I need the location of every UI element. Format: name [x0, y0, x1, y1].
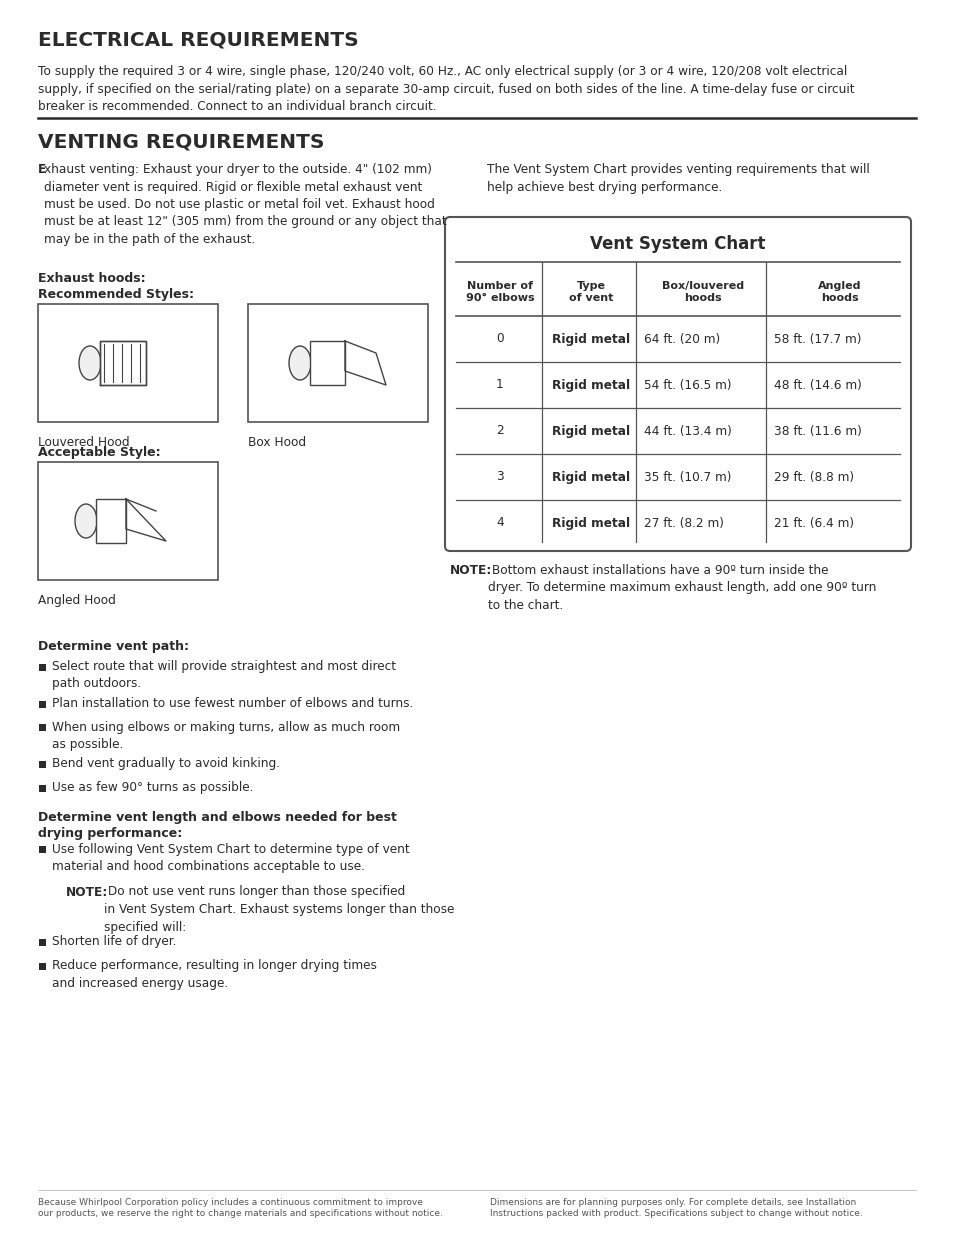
Ellipse shape [289, 346, 311, 380]
Bar [39, 962, 46, 969]
Text: Recommended Styles:: Recommended Styles: [38, 288, 193, 301]
Text: Number of
90° elbows: Number of 90° elbows [465, 280, 534, 304]
Text: Box Hood: Box Hood [248, 436, 306, 450]
Text: Angled
hoods: Angled hoods [818, 280, 861, 304]
Text: 44 ft. (13.4 m): 44 ft. (13.4 m) [643, 425, 731, 437]
Text: Rigid metal: Rigid metal [552, 378, 629, 391]
Text: VENTING REQUIREMENTS: VENTING REQUIREMENTS [38, 132, 324, 151]
Text: ELECTRICAL REQUIREMENTS: ELECTRICAL REQUIREMENTS [38, 30, 358, 49]
Bar [39, 846, 46, 853]
Text: Determine vent path:: Determine vent path: [38, 640, 189, 653]
Text: Because Whirlpool Corporation policy includes a continuous commitment to improve: Because Whirlpool Corporation policy inc… [38, 1198, 442, 1219]
Text: When using elbows or making turns, allow as much room
as possible.: When using elbows or making turns, allow… [52, 720, 399, 751]
Text: Use as few 90° turns as possible.: Use as few 90° turns as possible. [52, 781, 253, 794]
Ellipse shape [79, 346, 101, 380]
Text: Vent System Chart: Vent System Chart [590, 235, 765, 253]
Bar [248, 304, 428, 422]
Text: Rigid metal: Rigid metal [552, 332, 629, 346]
Text: xhaust venting: Exhaust your dryer to the outside. 4" (102 mm)
diameter vent is : xhaust venting: Exhaust your dryer to th… [45, 163, 447, 246]
Text: To supply the required 3 or 4 wire, single phase, 120/240 volt, 60 Hz., AC only : To supply the required 3 or 4 wire, sing… [38, 65, 854, 112]
Text: 54 ft. (16.5 m): 54 ft. (16.5 m) [643, 378, 731, 391]
Text: Rigid metal: Rigid metal [552, 425, 629, 437]
Text: Angled Hood: Angled Hood [38, 594, 115, 606]
Bar [39, 724, 46, 731]
Bar [310, 341, 345, 385]
FancyBboxPatch shape [444, 217, 910, 551]
Text: Plan installation to use fewest number of elbows and turns.: Plan installation to use fewest number o… [52, 697, 413, 710]
Text: 27 ft. (8.2 m): 27 ft. (8.2 m) [643, 516, 723, 530]
Text: 0: 0 [496, 332, 503, 346]
Text: 58 ft. (17.7 m): 58 ft. (17.7 m) [773, 332, 861, 346]
Text: 48 ft. (14.6 m): 48 ft. (14.6 m) [773, 378, 861, 391]
Bar [96, 499, 126, 543]
Text: Rigid metal: Rigid metal [552, 516, 629, 530]
Bar [100, 341, 146, 385]
Text: 4: 4 [496, 516, 503, 530]
Text: Reduce performance, resulting in longer drying times
and increased energy usage.: Reduce performance, resulting in longer … [52, 960, 376, 989]
Bar [38, 304, 218, 422]
Text: The Vent System Chart provides venting requirements that will
help achieve best : The Vent System Chart provides venting r… [486, 163, 869, 194]
Ellipse shape [75, 504, 97, 538]
Text: 2: 2 [496, 425, 503, 437]
Bar [39, 939, 46, 946]
Text: Bottom exhaust installations have a 90º turn inside the
dryer. To determine maxi: Bottom exhaust installations have a 90º … [488, 564, 876, 613]
Text: Determine vent length and elbows needed for best
drying performance:: Determine vent length and elbows needed … [38, 810, 396, 840]
Text: Acceptable Style:: Acceptable Style: [38, 446, 160, 459]
Text: Select route that will provide straightest and most direct
path outdoors.: Select route that will provide straighte… [52, 659, 395, 690]
Text: Do not use vent runs longer than those specified
in Vent System Chart. Exhaust s: Do not use vent runs longer than those s… [104, 885, 454, 934]
Text: 29 ft. (8.8 m): 29 ft. (8.8 m) [773, 471, 853, 483]
Text: Shorten life of dryer.: Shorten life of dryer. [52, 935, 176, 948]
Bar [38, 462, 218, 580]
Text: Exhaust hoods:: Exhaust hoods: [38, 272, 146, 285]
Text: 21 ft. (6.4 m): 21 ft. (6.4 m) [773, 516, 853, 530]
Text: Box/louvered
hoods: Box/louvered hoods [661, 280, 743, 304]
Bar [39, 784, 46, 792]
Text: NOTE:: NOTE: [66, 885, 109, 899]
Text: 35 ft. (10.7 m): 35 ft. (10.7 m) [643, 471, 731, 483]
Bar [39, 761, 46, 768]
Text: Bend vent gradually to avoid kinking.: Bend vent gradually to avoid kinking. [52, 757, 280, 771]
Bar [39, 663, 46, 671]
Text: 1: 1 [496, 378, 503, 391]
Text: 64 ft. (20 m): 64 ft. (20 m) [643, 332, 720, 346]
Text: Type
of vent: Type of vent [568, 280, 613, 304]
Text: 38 ft. (11.6 m): 38 ft. (11.6 m) [773, 425, 861, 437]
Text: Use following Vent System Chart to determine type of vent
material and hood comb: Use following Vent System Chart to deter… [52, 842, 409, 873]
Text: NOTE:: NOTE: [450, 564, 492, 577]
Text: E: E [38, 163, 47, 177]
Text: 3: 3 [496, 471, 503, 483]
Bar [39, 700, 46, 708]
Text: Louvered Hood: Louvered Hood [38, 436, 130, 450]
Text: Dimensions are for planning purposes only. For complete details, see Installatio: Dimensions are for planning purposes onl… [490, 1198, 862, 1219]
Text: Rigid metal: Rigid metal [552, 471, 629, 483]
